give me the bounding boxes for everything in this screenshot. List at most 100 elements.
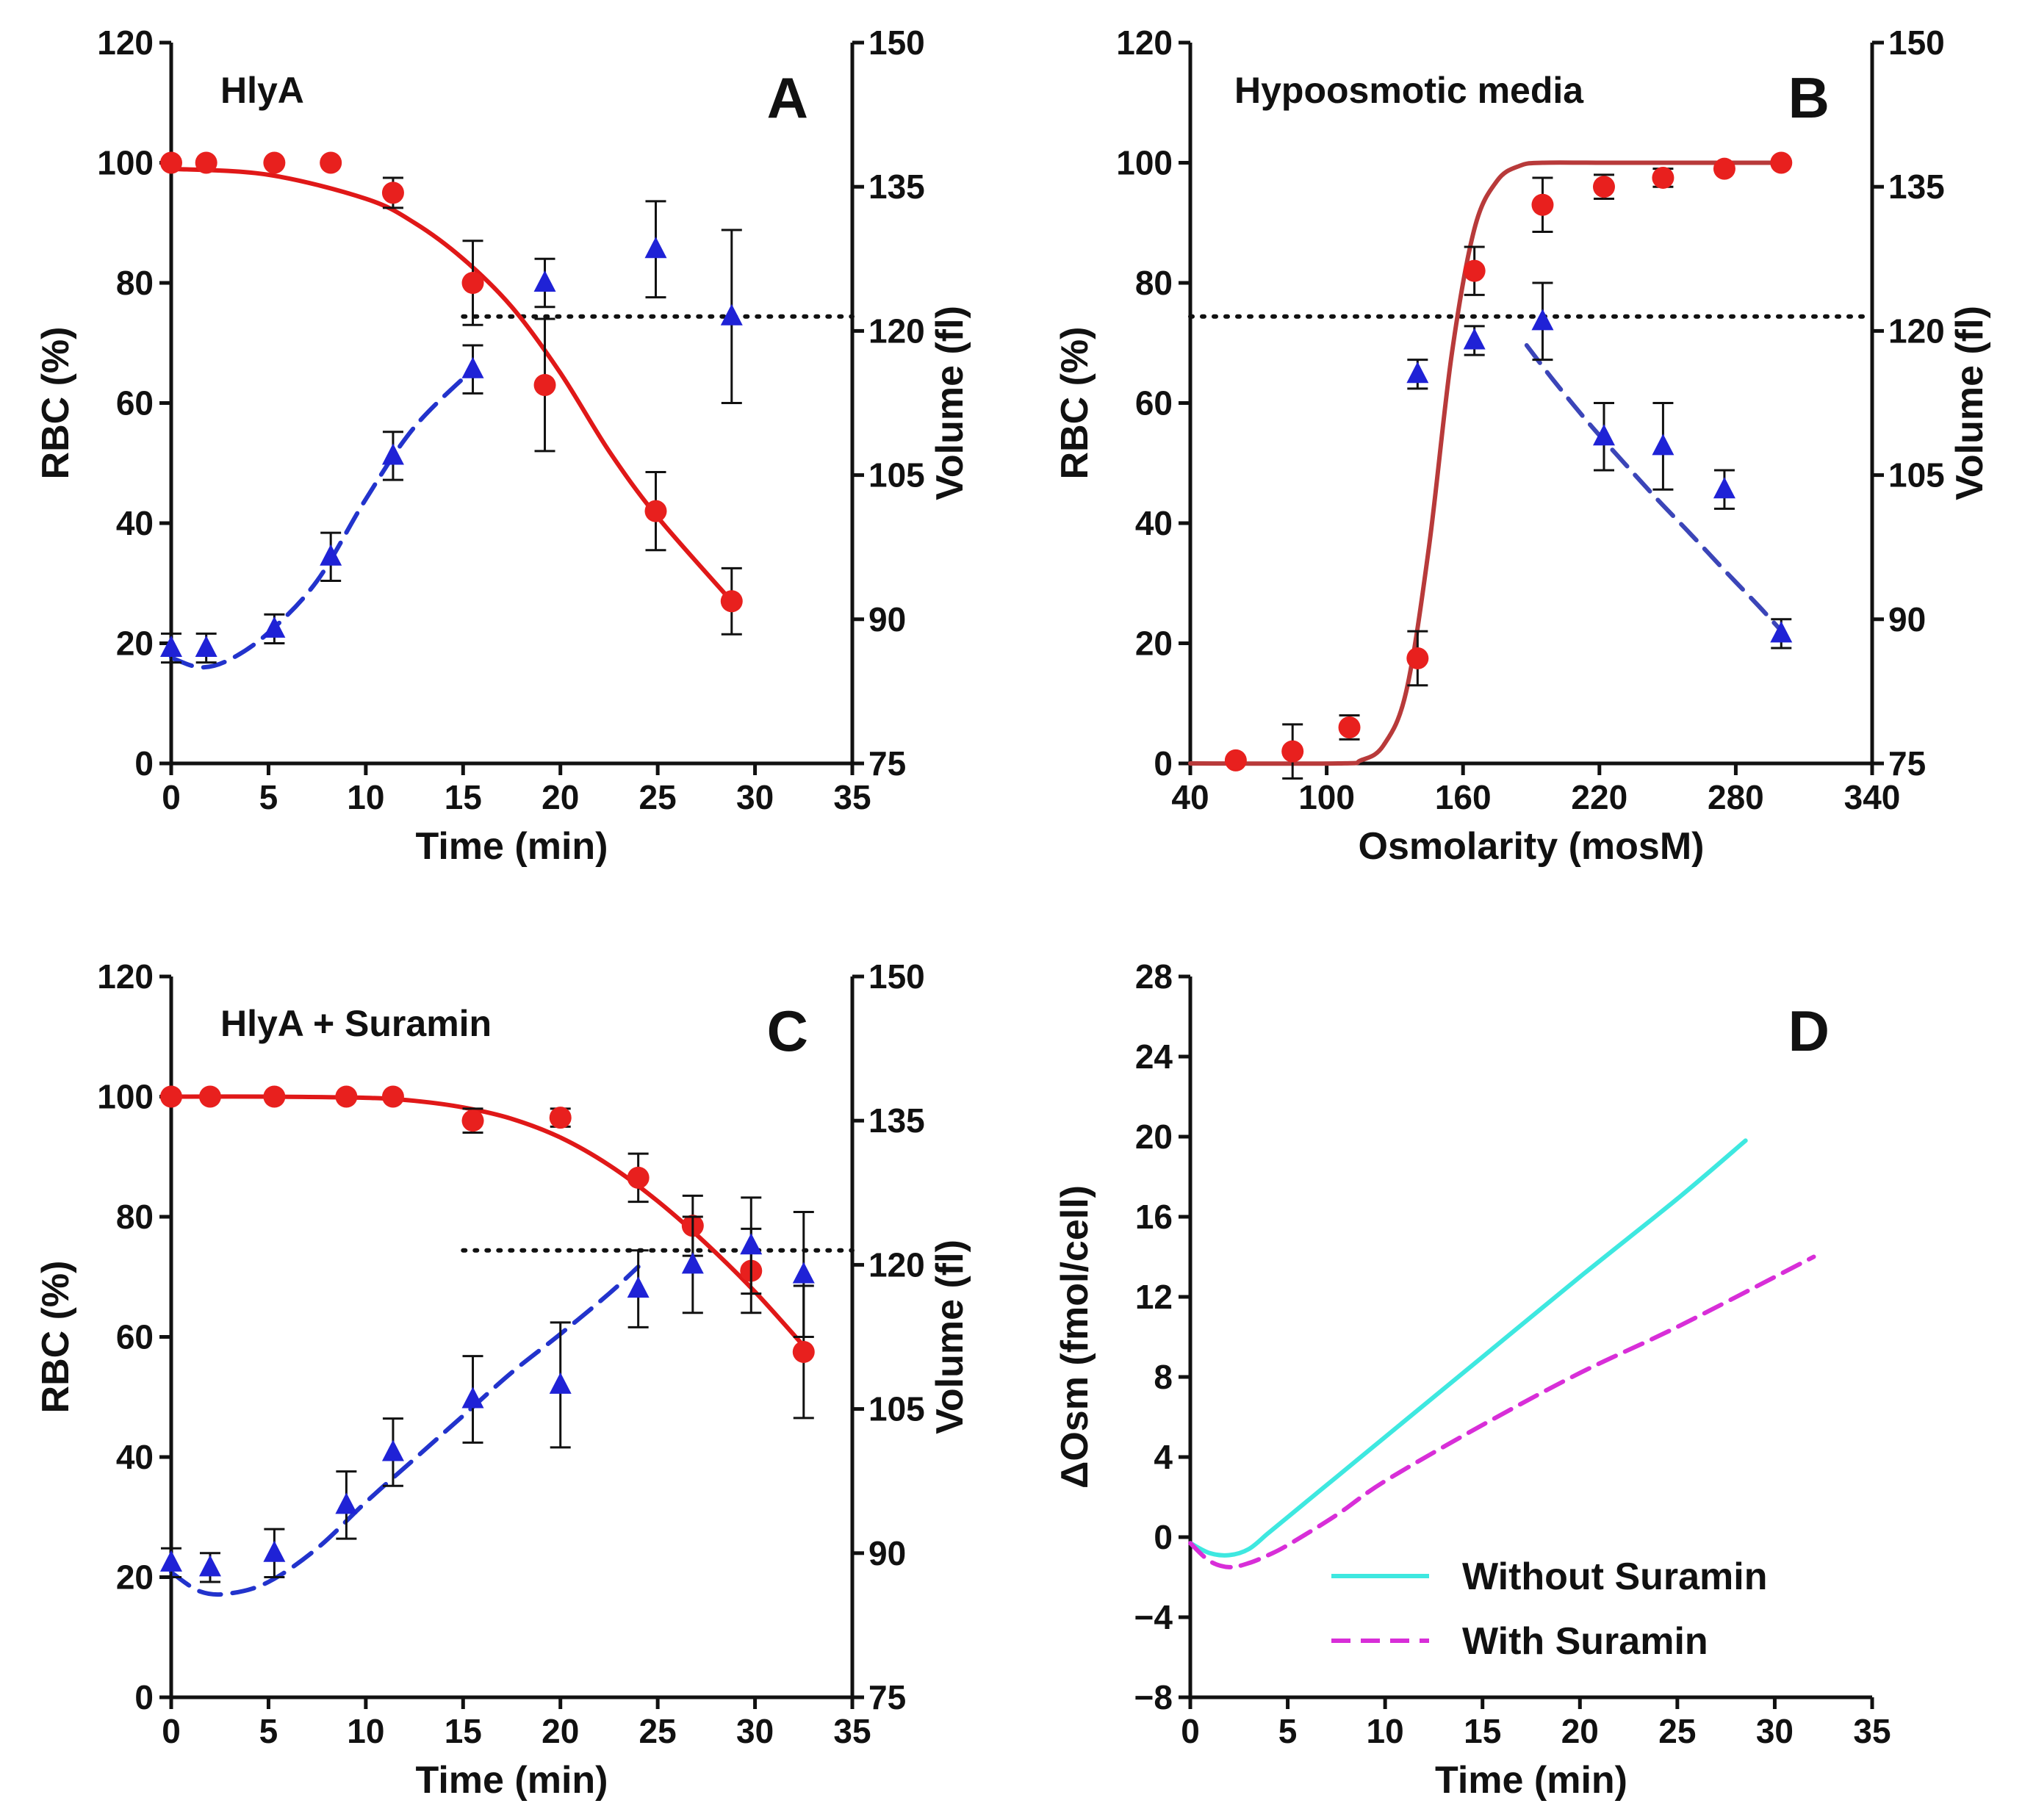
panel-a-volume-point [263,616,286,638]
panel-b-y-tick-label: 0 [1154,744,1173,783]
panel-d-letter: D [1788,999,1830,1063]
panel-d-x-tick-label: 25 [1658,1712,1696,1750]
panel-a-y2-axis-title: Volume (fl) [929,306,971,500]
panel-c-y-tick-label: 0 [134,1678,154,1716]
panel-c-y-tick-label: 40 [116,1438,154,1476]
panel-c-x-tick-label: 20 [542,1712,579,1750]
panel-c-x-tick-label: 35 [833,1712,871,1750]
panel-c-y-tick-label: 60 [116,1318,154,1356]
panel-b-y2-tick-label: 120 [1888,312,1945,350]
panel-c-x-axis-title: Time (min) [416,1759,608,1802]
panel-c-volume-point [160,1550,182,1572]
panel-a-rbc-point [195,151,217,174]
panel-a-y-tick-label: 100 [97,144,154,182]
panel-b-volume-point [1652,434,1675,456]
panel-a-rbc-point [160,151,182,174]
panel-c-y2-tick-label: 120 [868,1245,925,1284]
panel-c-y2-tick-label: 75 [868,1678,906,1716]
panel-a-volume-point [160,636,182,658]
panel-d-legend-label: With Suramin [1462,1620,1708,1663]
panel-b-rbc-point [1406,647,1429,669]
panel-d-x-axis-title: Time (min) [1435,1759,1627,1802]
panel-a-volume-point [533,270,556,292]
panel-d-y-tick-label: 24 [1135,1037,1173,1076]
panel-a-y-tick-label: 80 [116,264,154,302]
panel-b-volume-point [1770,621,1793,643]
panel-a-title: HlyA [220,70,304,111]
panel-b-y-tick-label: 60 [1135,384,1173,422]
panel-b-rbc-point [1770,151,1793,174]
panel-c-x-tick-label: 30 [736,1712,774,1750]
panel-a-rbc-point [533,373,556,396]
panel-b-y-axis-title: RBC (%) [1054,327,1096,480]
panel-b-x-tick-label: 340 [1844,778,1901,816]
panel-c-volume-point [681,1252,704,1274]
panel-d-x-tick-label: 5 [1278,1712,1298,1750]
panel-b-y2-tick-label: 75 [1888,744,1926,783]
panel-c-volume-point [263,1540,286,1562]
panel-c-rbc-point [461,1109,484,1132]
panel-d-x-tick-label: 35 [1853,1712,1891,1750]
panel-c-x-tick-label: 10 [347,1712,384,1750]
panel-d-y-tick-label: 0 [1154,1518,1173,1556]
panel-d-x-tick-label: 20 [1561,1712,1599,1750]
panel-a-volume-point [195,636,217,658]
panel-a-volume-fit-curve [169,367,475,670]
panel-a-x-tick-label: 20 [542,778,579,816]
panel-d-y-axis-title: ΔOsm (fmol/cell) [1054,1185,1096,1489]
panel-b-rbc-point [1463,259,1486,282]
panel-a-y2-tick-label: 105 [868,456,925,494]
panel-c-rbc-point [627,1166,650,1189]
panel-b-x-tick-label: 280 [1708,778,1764,816]
panel-c-volume-point [335,1492,358,1514]
panel-a-y2-tick-label: 135 [868,168,925,206]
panel-b-volume-point [1531,309,1554,331]
panel-d-y-tick-label: −4 [1134,1598,1173,1636]
panel-c-volume-point [627,1276,650,1298]
panel-c-x-tick-label: 15 [445,1712,482,1750]
panel-d-with-suramin-line [1188,1254,1816,1569]
panel-b-y2-tick-label: 150 [1888,24,1945,62]
panel-c-volume-point [792,1262,815,1284]
panel-b-volume-point [1463,328,1486,350]
panel-a-y2-tick-label: 150 [868,24,925,62]
panel-d-x-tick-label: 0 [1181,1712,1200,1750]
panel-c-letter: C [767,999,808,1063]
panel-b-volume-point [1592,424,1615,446]
panel-c-rbc-point [549,1107,572,1129]
panel-c-volume-point [740,1233,763,1255]
panel-a-x-axis-title: Time (min) [416,825,608,868]
panel-a-y2-tick-label: 75 [868,744,906,783]
panel-b-letter: B [1788,65,1830,130]
panel-a-letter: A [767,65,808,130]
panel-c-y2-tick-label: 90 [868,1534,906,1572]
panel-b-rbc-point [1592,176,1615,198]
panel-c-x-tick-label: 0 [162,1712,181,1750]
panel-a-x-tick-label: 5 [259,778,278,816]
panel-b-chart: 40 100 160 220 280 340 0 20 40 60 80 100 120 75 90 105 1… [1054,24,1991,868]
panel-c-title: HlyA + Suramin [220,1003,492,1044]
panel-a-x-tick-label: 30 [736,778,774,816]
panel-a-rbc-point [320,151,342,174]
panel-a-volume-point [720,303,743,325]
panel-b-rbc-point [1281,740,1304,763]
panel-c-y2-tick-label: 135 [868,1101,925,1140]
panel-a-y-tick-label: 20 [116,625,154,663]
panel-a-rbc-fit-curve [169,166,734,604]
panel-a-rbc-point [263,151,286,174]
panel-a-volume-point [320,544,342,566]
panel-c-rbc-point [792,1340,815,1363]
panel-c-y-tick-label: 120 [97,957,154,996]
panel-b-x-tick-label: 160 [1435,778,1492,816]
panel-d-y-tick-label: 12 [1135,1278,1173,1316]
panel-d-y-tick-label: 16 [1135,1198,1173,1236]
panel-d-y-tick-label: 28 [1135,957,1173,996]
panel-a-y-tick-label: 120 [97,24,154,62]
panel-c-y-tick-label: 100 [97,1078,154,1116]
panel-a-x-tick-label: 25 [639,778,677,816]
panel-a-y-tick-label: 40 [116,504,154,542]
panel-a-y2-tick-label: 90 [868,600,906,639]
panel-c-volume-point [461,1386,484,1409]
panel-c-volume-fit-curve [169,1265,641,1597]
panel-d-x-tick-label: 10 [1367,1712,1404,1750]
